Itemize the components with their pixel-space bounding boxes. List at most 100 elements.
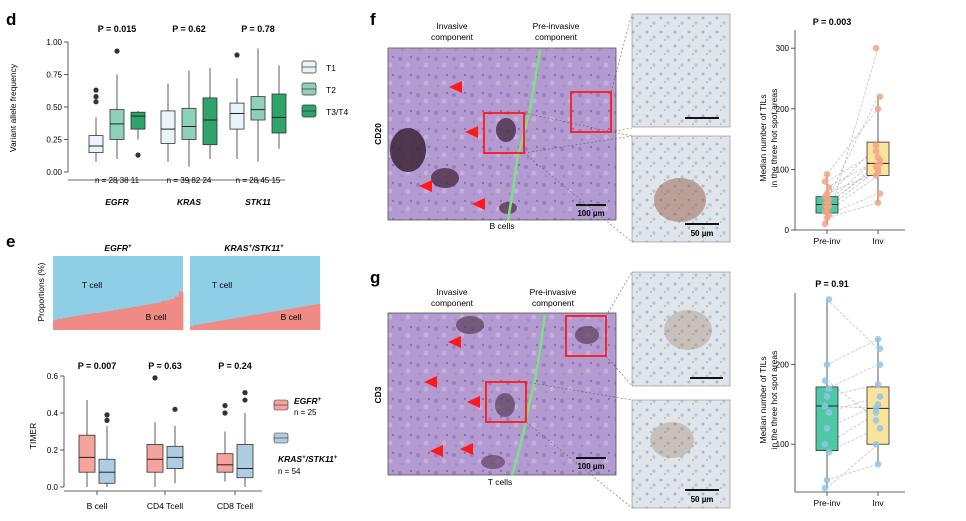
- legend-kras-name: KRAS+/STK11+: [278, 454, 338, 464]
- ytick-label-2: 0.50: [46, 103, 62, 112]
- panel-g-invasive-label: Invasive component: [431, 287, 474, 308]
- xlabel-STK11: STK11: [245, 197, 271, 207]
- egfr-bcell-bar-20: [139, 305, 145, 330]
- kras-bcell-bar-13: [246, 315, 251, 330]
- egfr-bcell-bar-16: [122, 308, 127, 330]
- panel-g-stain-label: CD3: [373, 386, 383, 403]
- panel-e-egfr-tcell-label: T cell: [82, 280, 102, 290]
- box-EGFR-T2-outlier-0: [114, 48, 120, 54]
- kras-bcell-bar-3: [203, 323, 208, 330]
- xlabel-1: Inv: [872, 236, 884, 246]
- xlabel-2: CD8 Tcell: [217, 501, 253, 511]
- point-inv-9: [872, 417, 880, 424]
- panel-e-proportions-kras: [190, 256, 321, 330]
- egfr-bcell-bar-1: [57, 318, 62, 330]
- box-2-1-outlier-0: [242, 397, 248, 403]
- box-EGFR-T1-outlier-0: [93, 99, 99, 105]
- panel-g-scalebar-zoom: 50 µm: [691, 495, 714, 504]
- panel-e-boxplots: P = 0.007 B cell P = 0.63 CD4 Tcell P = 0.24…: [78, 361, 254, 511]
- box-2-1-outlier-1: [242, 390, 248, 396]
- egfr-bcell-bar-28: [174, 296, 179, 330]
- box-1-1-outlier-0: [172, 406, 178, 412]
- point-pre-11: [825, 184, 833, 191]
- panel-e-kras-tcell-label: T cell: [212, 280, 232, 290]
- egfr-bcell-bar-11: [100, 312, 106, 330]
- point-inv-0: [872, 44, 880, 52]
- point-inv-0: [872, 440, 880, 448]
- pvalue-KRAS: P = 0.62: [172, 24, 206, 34]
- xlabel-KRAS: KRAS: [177, 197, 201, 207]
- box-EGFR-T3/T4-box: [130, 111, 146, 130]
- kras-bcell-bar-19: [272, 311, 277, 330]
- xlabel-0: Pre-inv: [814, 498, 842, 508]
- point-inv-2: [876, 190, 884, 197]
- egfr-bcell-bar-15: [118, 309, 123, 330]
- box-EGFR-T2-box: [109, 109, 125, 140]
- ytick-label-0: 0.00: [46, 168, 62, 177]
- ytick-label-1: 0.2: [47, 446, 59, 455]
- egfr-bcell-bar-17: [126, 307, 132, 330]
- point-pre-10: [823, 190, 831, 197]
- pvalue-1: P = 0.63: [148, 361, 182, 371]
- point-inv-11: [876, 345, 884, 353]
- box-2-1-box: [236, 444, 254, 479]
- panel-e-legend: EGFR+ n = 25 KRAS+/STK11+ n = 54: [273, 396, 338, 476]
- box-KRAS-T3/T4-box: [202, 97, 218, 146]
- egfr-bcell-bar-29: [178, 291, 184, 330]
- egfr-bcell-bar-10: [96, 312, 101, 330]
- kras-bcell-bar-22: [285, 309, 290, 330]
- point-inv-1: [874, 460, 882, 468]
- egfr-bcell-bar-19: [135, 306, 140, 330]
- panel-g-zoom-images: 50 µm: [525, 271, 731, 509]
- kras-bcell-bar-29: [315, 304, 321, 330]
- panel-e-top-ylabel: Proportions (%): [36, 262, 46, 321]
- point-inv-10: [874, 169, 882, 176]
- egfr-bcell-bar-0: [53, 320, 58, 330]
- point-pre-2: [825, 448, 833, 456]
- egfr-bcell-bar-2: [61, 318, 67, 330]
- ytick-label-2: 0.4: [47, 409, 59, 418]
- egfr-bcell-bar-5: [74, 315, 80, 330]
- point-pre-0: [821, 220, 829, 228]
- kras-bcell-bar-26: [302, 306, 308, 330]
- point-inv-6: [872, 405, 880, 412]
- kras-bcell-bar-4: [207, 322, 212, 330]
- kras-bcell-bar-15: [255, 314, 260, 330]
- box-EGFR-T1-outlier-2: [93, 87, 99, 93]
- box-EGFR-T1-box: [88, 135, 104, 153]
- panel-f-cells-label: B cells: [489, 221, 514, 231]
- panel-e-y-axis: 0.0 0.2 0.4 0.6: [47, 372, 262, 492]
- xlabel-EGFR: EGFR: [105, 197, 129, 207]
- box-STK11-T1-outlier-0: [234, 52, 240, 58]
- kras-bcell-bar-1: [194, 324, 199, 330]
- pair-line-8: [826, 364, 879, 389]
- pair-line-11: [826, 299, 879, 349]
- point-inv-7: [874, 381, 882, 388]
- box-1-0-outlier-0: [152, 375, 158, 381]
- panel-g-paired-boxplot: 100 200 Pre-inv Inv: [776, 293, 905, 508]
- kras-bcell-bar-14: [250, 315, 256, 330]
- box-1-0-box: [146, 444, 164, 473]
- panel-g-micrograph: 100 µm: [387, 312, 617, 476]
- box-0-0-box: [78, 434, 96, 473]
- point-inv-2: [876, 425, 884, 432]
- panel-f-micrograph: 100 µm: [387, 47, 617, 221]
- pair-line-0: [826, 48, 879, 225]
- ytick-label-3: 0.6: [47, 372, 59, 381]
- kras-bcell-bar-20: [276, 310, 282, 330]
- panel-letter-d: d: [6, 10, 16, 29]
- panel-letter-e: e: [6, 232, 15, 251]
- legend-egfr-name: EGFR+: [294, 396, 322, 406]
- pair-line-13: [826, 108, 879, 175]
- panel-e-bottom-ylabel: TIMER: [28, 423, 38, 449]
- pair-line-10: [826, 338, 879, 365]
- pair-line-0: [826, 443, 879, 489]
- kras-bcell-bar-10: [233, 318, 238, 330]
- panel-f-invasive-label: Invasive component: [431, 21, 474, 42]
- egfr-bcell-bar-9: [92, 312, 97, 330]
- box-2-0-outlier-1: [222, 403, 228, 409]
- point-inv-11: [876, 157, 884, 164]
- panel-e-proportions-egfr: [53, 256, 184, 330]
